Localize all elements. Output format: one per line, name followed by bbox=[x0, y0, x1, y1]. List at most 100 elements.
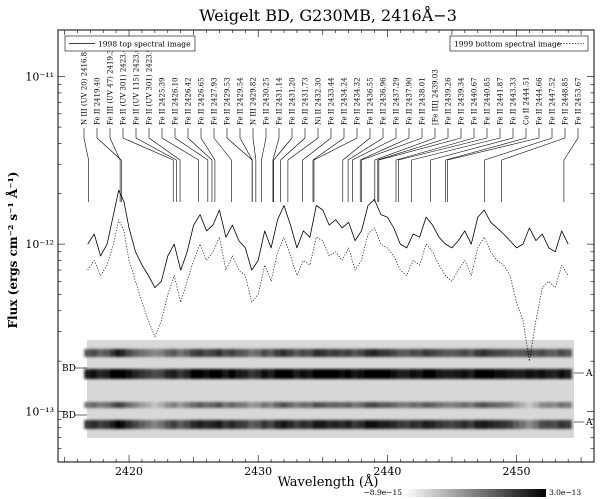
strip-band-segment bbox=[248, 420, 256, 429]
strip-band-segment bbox=[474, 349, 482, 357]
strip-band-segment bbox=[461, 349, 469, 357]
strip-left-label: BD bbox=[62, 364, 76, 374]
line-id-leader bbox=[360, 137, 410, 161]
strip-band-segment bbox=[190, 420, 198, 429]
line-id-leader bbox=[352, 137, 397, 161]
line-id-leader bbox=[395, 137, 475, 161]
line-id-leader bbox=[135, 137, 177, 161]
line-id: Fe II (UV 301) 2423.42 bbox=[120, 43, 174, 202]
line-id-label: Fe II 2430.25 bbox=[263, 77, 271, 125]
strip-band-segment bbox=[513, 369, 521, 379]
strip-band-segment bbox=[203, 349, 211, 357]
line-id: Fe II 2444.66 bbox=[447, 77, 544, 202]
colorbar-min-label: −8.9e−15 bbox=[364, 488, 403, 497]
strip-band-segment bbox=[441, 349, 450, 357]
strip-band-segment bbox=[261, 420, 269, 429]
x-tick-label: 2440 bbox=[373, 465, 401, 478]
line-id-leader bbox=[161, 137, 199, 161]
axis-ticks: 2420 2430 2440 2450 10⁻¹³ 10⁻¹² 10⁻¹¹ bbox=[25, 30, 595, 478]
line-id-leader bbox=[430, 137, 514, 161]
strip-band-segment bbox=[390, 420, 398, 429]
strip-band-segment bbox=[299, 369, 308, 379]
strip-band-segment bbox=[267, 369, 275, 379]
strip-band-segment bbox=[90, 420, 98, 429]
line-id-leader bbox=[347, 137, 384, 161]
strip-band-segment bbox=[377, 420, 385, 429]
strip-band-segment bbox=[286, 369, 295, 379]
line-id: Fe II 2448.85 bbox=[501, 77, 570, 202]
plot-area: BD A BD A 2420 2430 2440 2450 10⁻¹³ 10⁻¹² 10⁻¹¹ N… bbox=[25, 29, 595, 478]
strip-band-segment bbox=[144, 369, 153, 379]
strip-band-segment bbox=[454, 420, 463, 429]
line-id-label: Fe II 2434.32 bbox=[354, 77, 362, 125]
line-id: Fe II 2427.93 bbox=[211, 77, 232, 202]
strip-band-segment bbox=[228, 349, 237, 357]
strip-band-segment bbox=[280, 369, 288, 379]
strip-band-segment bbox=[351, 420, 359, 429]
strip-band-segment bbox=[551, 369, 559, 379]
line-id-leader bbox=[252, 137, 257, 161]
line-id-leader bbox=[501, 137, 566, 161]
strip-band-segment bbox=[131, 402, 140, 408]
strip-band-segment bbox=[267, 420, 275, 429]
strip-band-segment bbox=[487, 402, 495, 408]
colorbar: −8.9e−15 3.0e−13 bbox=[364, 488, 581, 497]
line-id-leader bbox=[411, 137, 501, 161]
strip-band-segment bbox=[177, 349, 185, 357]
line-id: Fe II 2438.01 bbox=[361, 77, 427, 202]
strip-band-segment bbox=[103, 420, 111, 429]
strip-band-segment bbox=[280, 402, 288, 408]
strip-band-segment bbox=[138, 369, 146, 379]
strip-band-segment bbox=[390, 369, 398, 379]
line-id-label: Fe II 2431.20 bbox=[289, 77, 297, 125]
strip-band-segment bbox=[164, 420, 172, 429]
line-id: Fe II 2453.67 bbox=[563, 77, 583, 202]
strip-band-segment bbox=[97, 349, 105, 357]
strip-band-segment bbox=[120, 369, 128, 379]
line-id-leader bbox=[312, 137, 345, 161]
legend-box-1998 bbox=[64, 35, 196, 52]
line-id: Ni II 2432.30 bbox=[287, 78, 323, 202]
line-id-label: Fe II 2440.67 bbox=[471, 77, 479, 125]
strip-band-segment bbox=[441, 402, 450, 408]
strip-band-segment bbox=[115, 420, 123, 429]
strip-band-segment bbox=[416, 402, 424, 408]
strip-band-segment bbox=[170, 369, 178, 379]
line-id: Fe II (UV 301) 2423.95 bbox=[146, 43, 181, 202]
x-axis-label: Wavelength (Å) bbox=[278, 474, 379, 490]
line-id: Fe II 2430.25 bbox=[261, 77, 271, 202]
strip-band-segment bbox=[500, 349, 508, 357]
strip-band-segment bbox=[351, 369, 359, 379]
strip-band-segment bbox=[90, 369, 98, 379]
spectrum-series bbox=[87, 189, 569, 362]
strip-band-segment bbox=[532, 349, 540, 357]
strip-band-segment bbox=[448, 402, 456, 408]
strip-band-segment bbox=[538, 420, 547, 429]
plot-frame bbox=[57, 29, 595, 463]
strip-band-segment bbox=[558, 420, 566, 429]
strip-band-segment bbox=[222, 420, 230, 429]
line-id: Fe II 2426.65 bbox=[198, 77, 216, 202]
strip-band-segment bbox=[564, 369, 572, 379]
strip-band-segment bbox=[390, 349, 398, 357]
line-id: Fe II 2447.52 bbox=[484, 77, 557, 202]
strip-band-segment bbox=[422, 349, 430, 357]
strip-band-segment bbox=[396, 369, 404, 379]
line-id-label: Fe II 2438.01 bbox=[419, 77, 427, 125]
strip-band-segment bbox=[338, 402, 346, 408]
strip-band-segment bbox=[403, 369, 411, 379]
strip-band-segment bbox=[274, 420, 282, 429]
strip-band-segment bbox=[312, 349, 321, 357]
strip-band-segment bbox=[409, 369, 417, 379]
strip-band-segment bbox=[151, 349, 159, 357]
colorbar-max-label: 3.0e−13 bbox=[549, 488, 581, 497]
strip-band-segment bbox=[487, 369, 495, 379]
strip-band-segment bbox=[500, 402, 508, 408]
strip-band-segment bbox=[177, 369, 185, 379]
line-id-leader bbox=[342, 137, 371, 161]
strip-band-segment bbox=[538, 402, 547, 408]
strip-band-segment bbox=[312, 420, 321, 429]
line-id: Fe II 2443.33 bbox=[430, 77, 518, 202]
strip-band-segment bbox=[383, 349, 392, 357]
strip-band-segment bbox=[274, 369, 282, 379]
